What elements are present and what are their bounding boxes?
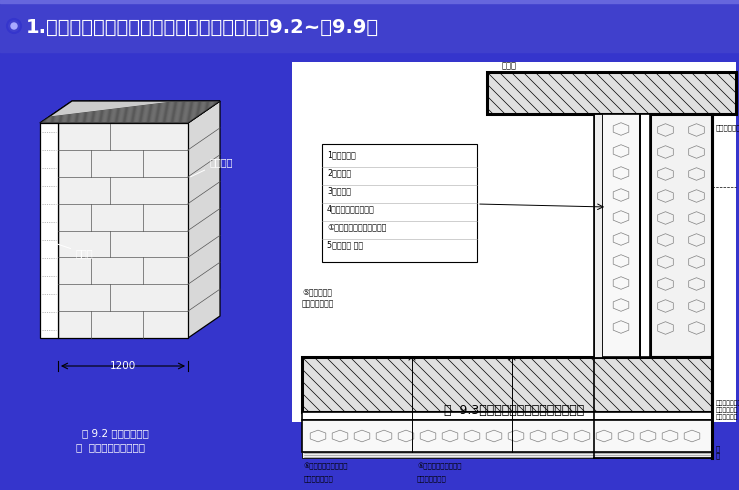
Text: ①层入两层钉域面积网络各: ①层入两层钉域面积网络各 [327, 222, 386, 231]
Text: 聚苯板: 聚苯板 [52, 242, 94, 258]
Bar [302, 452, 712, 458]
Text: 1．基层墙水: 1．基层墙水 [327, 150, 355, 159]
Text: 建筑示范图上下角
表示粘贴区域
附朝朝朝朝中: 建筑示范图上下角 表示粘贴区域 附朝朝朝朝中 [716, 400, 739, 420]
Text: 墙
层: 墙 层 [716, 445, 721, 459]
Text: 1.外墙外保温工程几种常见构造做法图（见图9.2~图9.9）: 1.外墙外保温工程几种常见构造做法图（见图9.2~图9.9） [26, 18, 379, 36]
Text: 基层墙体: 基层墙体 [191, 157, 234, 177]
Bar [292, 62, 736, 422]
Text: ⑤二层钢筋面积网格各: ⑤二层钢筋面积网格各 [417, 463, 461, 470]
Polygon shape [40, 101, 90, 123]
Text: 5．压码墙 面层: 5．压码墙 面层 [327, 240, 363, 249]
Text: 1200: 1200 [110, 361, 136, 371]
Text: 图 9.2 聚苯板墙板图: 图 9.2 聚苯板墙板图 [81, 428, 149, 438]
Text: 2．粘结层: 2．粘结层 [327, 168, 351, 177]
Polygon shape [58, 123, 188, 338]
Bar [88, 358, 158, 374]
Polygon shape [188, 101, 220, 338]
Polygon shape [40, 101, 220, 123]
Bar [602, 114, 640, 357]
Text: ⑤层孔入墙延: ⑤层孔入墙延 [302, 287, 332, 296]
Text: 4．聚苯板及表面沙浆: 4．聚苯板及表面沙浆 [327, 204, 375, 213]
Bar [0, 0, 739, 3]
Text: （粘筋网格各）: （粘筋网格各） [304, 475, 334, 482]
Text: 粘结面积应不小于40%: 粘结面积应不小于40% [716, 124, 739, 131]
Bar [0, 0, 739, 52]
Text: 3．表面层: 3．表面层 [327, 186, 351, 195]
Bar [302, 357, 712, 412]
Text: （粘筋网格各）: （粘筋网格各） [417, 475, 447, 482]
Bar [302, 420, 712, 452]
Bar [302, 412, 712, 420]
Bar [322, 144, 477, 262]
Bar [594, 114, 602, 357]
Bar [487, 72, 736, 114]
Polygon shape [58, 111, 188, 123]
Bar [640, 114, 650, 357]
Text: 注  墙面处板应交错互锁: 注 墙面处板应交错互锁 [75, 442, 145, 452]
Text: 配水卡: 配水卡 [502, 61, 517, 70]
Bar [650, 114, 712, 357]
Text: ⑤一层钢筋面积网格各: ⑤一层钢筋面积网格各 [304, 463, 349, 470]
Text: （总方网络各）: （总方网络各） [302, 299, 334, 308]
Polygon shape [58, 101, 220, 123]
Text: 图  9.3首层墙体构造及墙角构造处理图: 图 9.3首层墙体构造及墙角构造处理图 [444, 404, 584, 417]
Circle shape [11, 23, 17, 29]
Polygon shape [40, 123, 58, 338]
